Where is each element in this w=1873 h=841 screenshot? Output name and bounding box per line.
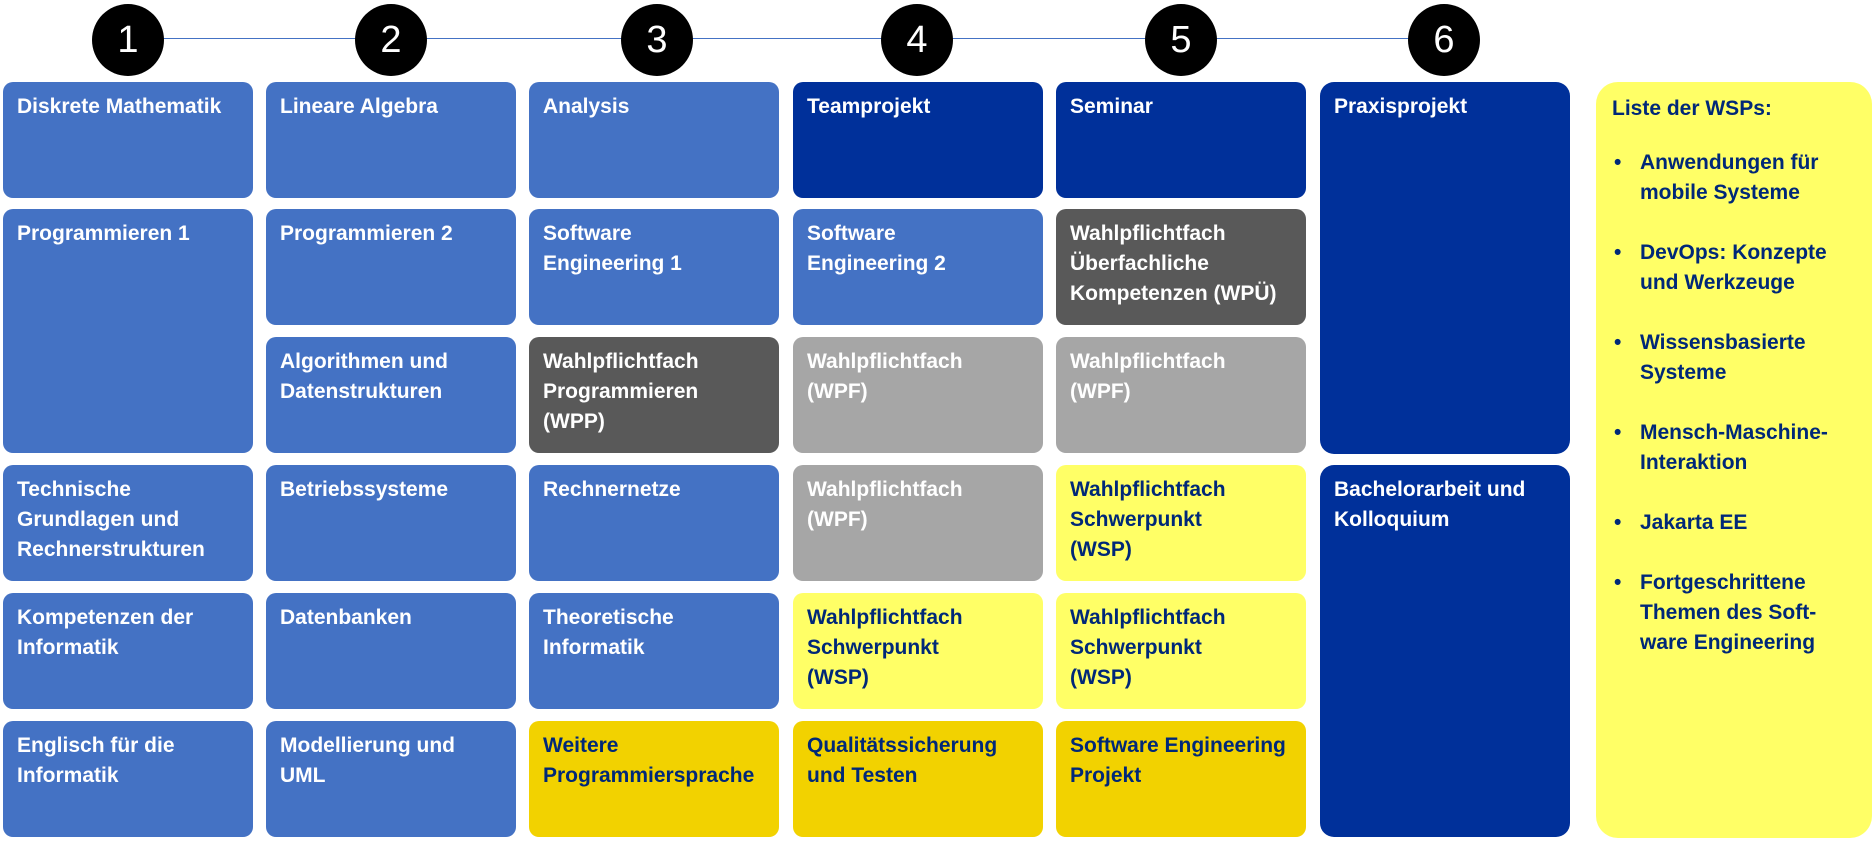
module-modellierung-und-uml: Modellierung und UML <box>266 721 516 837</box>
semester-6-marker: 6 <box>1408 4 1480 76</box>
module-wahlpflichtfach-wpf: Wahlpflichtfach (WPF) <box>793 337 1043 453</box>
module-englisch-fuer-die-informatik: Englisch für die Informatik <box>3 721 253 837</box>
module-wahlpflichtfach-wpf: Wahlpflichtfach (WPF) <box>793 465 1043 581</box>
wsp-list-item: Fortgeschrittene Themen des Soft- ware E… <box>1612 568 1856 658</box>
module-technische-grundlagen-und-rechnerstrukturen: Technische Grundlagen und Rechnerstruktu… <box>3 465 253 581</box>
module-algorithmen-und-datenstrukturen: Algorithmen und Datenstrukturen <box>266 337 516 453</box>
module-wahlpflichtfach-schwerpunkt-wsp: Wahlpflichtfach Schwerpunkt (WSP) <box>793 593 1043 709</box>
wsp-list-item: DevOps: Konzepte und Werkzeuge <box>1612 238 1856 298</box>
wsp-list-item: Mensch-Maschine- Interaktion <box>1612 418 1856 478</box>
module-wahlpflichtfach-ueberfachliche-kompetenzen-wpue: Wahlpflichtfach Überfachliche Kompetenze… <box>1056 209 1306 325</box>
module-theoretische-informatik: Theoretische Informatik <box>529 593 779 709</box>
semester-3-marker: 3 <box>621 4 693 76</box>
semester-1-marker: 1 <box>92 4 164 76</box>
wsp-list-title: Liste der WSPs: <box>1612 97 1772 120</box>
semester-5-marker: 5 <box>1145 4 1217 76</box>
module-software-engineering-projekt: Software Engineering Projekt <box>1056 721 1306 837</box>
module-wahlpflichtfach-programmieren-wpp: Wahlpflichtfach Programmieren (WPP) <box>529 337 779 453</box>
module-qualitaetssicherung-und-testen: Qualitätssicherung und Testen <box>793 721 1043 837</box>
module-programmieren-1: Programmieren 1 <box>3 209 253 453</box>
module-bachelorarbeit-und-kolloquium: Bachelorarbeit und Kolloquium <box>1320 465 1570 837</box>
module-software-engineering-1: Software Engineering 1 <box>529 209 779 325</box>
module-lineare-algebra: Lineare Algebra <box>266 82 516 198</box>
module-diskrete-mathematik: Diskrete Mathematik <box>3 82 253 198</box>
module-datenbanken: Datenbanken <box>266 593 516 709</box>
module-wahlpflichtfach-wpf: Wahlpflichtfach (WPF) <box>1056 337 1306 453</box>
module-seminar: Seminar <box>1056 82 1306 198</box>
module-praxisprojekt: Praxisprojekt <box>1320 82 1570 454</box>
module-teamprojekt: Teamprojekt <box>793 82 1043 198</box>
wsp-list-item: Anwendungen für mobile Systeme <box>1612 148 1856 208</box>
semester-2-marker: 2 <box>355 4 427 76</box>
module-analysis: Analysis <box>529 82 779 198</box>
module-programmieren-2: Programmieren 2 <box>266 209 516 325</box>
module-wahlpflichtfach-schwerpunkt-wsp: Wahlpflichtfach Schwerpunkt (WSP) <box>1056 593 1306 709</box>
module-weitere-programmiersprache: Weitere Programmiersprache <box>529 721 779 837</box>
module-rechnernetze: Rechnernetze <box>529 465 779 581</box>
semester-4-marker: 4 <box>881 4 953 76</box>
module-kompetenzen-der-informatik: Kompetenzen der Informatik <box>3 593 253 709</box>
wsp-list-item: Jakarta EE <box>1612 508 1856 538</box>
module-betriebssysteme: Betriebssysteme <box>266 465 516 581</box>
module-software-engineering-2: Software Engineering 2 <box>793 209 1043 325</box>
wsp-list-panel: Liste der WSPs: Anwendungen für mobile S… <box>1596 82 1872 838</box>
wsp-list-item: Wissensbasierte Systeme <box>1612 328 1856 388</box>
semester-connector-line <box>128 38 1444 39</box>
wsp-list-items: Anwendungen für mobile Systeme DevOps: Ko… <box>1612 148 1856 658</box>
module-wahlpflichtfach-schwerpunkt-wsp: Wahlpflichtfach Schwerpunkt (WSP) <box>1056 465 1306 581</box>
